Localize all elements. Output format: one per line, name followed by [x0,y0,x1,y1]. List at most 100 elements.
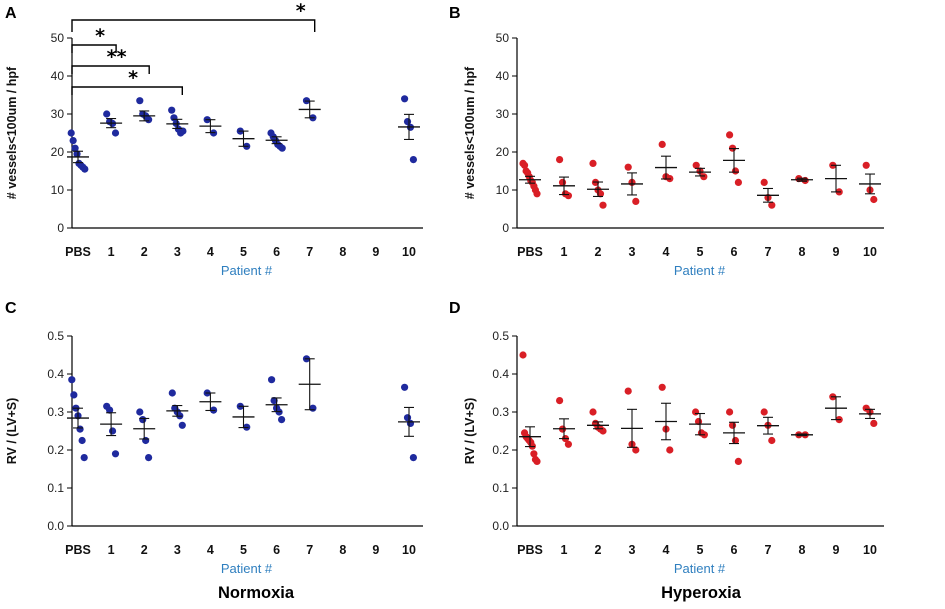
x-tick-label: 9 [833,543,840,557]
y-axis-label: RV / (LV+S) [5,398,19,465]
condition-label-normoxia: Normoxia [218,584,295,602]
y-tick-label: 40 [496,69,510,83]
x-tick-label: 3 [629,245,636,259]
data-point [870,419,878,427]
x-tick-label: 2 [141,245,148,259]
data-point [726,408,734,416]
y-tick-label: 0.1 [492,481,509,495]
y-tick-label: 0.5 [492,329,509,343]
x-tick-label: 8 [799,543,806,557]
x-tick-label: 1 [561,245,568,259]
data-point [69,137,77,145]
x-tick-label: 10 [402,245,416,259]
x-tick-label: 7 [765,543,772,557]
x-tick-label: 2 [141,543,148,557]
panel-label-d: D [449,300,461,317]
data-point [564,192,573,200]
panel-label-a: A [5,5,17,22]
data-point [401,383,409,391]
y-tick-label: 50 [496,31,510,45]
data-point [632,197,640,205]
data-point [692,161,700,169]
y-tick-label: 20 [51,145,65,159]
data-point [67,129,75,137]
y-tick-label: 20 [496,145,510,159]
data-point [145,454,153,462]
data-point [870,195,878,204]
data-point [658,383,666,391]
significance-bracket [71,65,150,74]
x-tick-label: PBS [65,543,91,557]
data-point [530,450,538,458]
x-tick-label: 6 [273,245,280,259]
y-tick-label: 0.1 [47,481,64,495]
x-tick-label: 3 [174,245,181,259]
data-point [68,376,76,384]
x-tick-label: 9 [372,245,379,259]
y-tick-label: 0 [502,221,509,235]
data-point [409,156,417,164]
y-tick-label: 10 [51,183,65,197]
x-axis-label: Patient # [221,263,273,278]
x-tick-label: 6 [273,543,280,557]
x-tick-label: 7 [306,543,313,557]
y-tick-label: 0.3 [47,405,64,419]
x-tick-label: 7 [306,245,313,259]
panel-d: D 0.0 0.1 0.2 0.3 0.4 0.5 RV / (LV+S) PBS 1 2 3 4 5 6 7… [449,300,884,576]
y-tick-label: 0.4 [492,367,509,381]
data-point [278,144,286,152]
data-point [139,416,147,424]
y-tick-label: 30 [496,107,510,121]
data-point [731,167,740,175]
data-point [760,408,768,416]
data-point [136,408,144,416]
x-tick-label: 3 [174,543,181,557]
data-point [111,129,120,137]
x-tick-label: 7 [765,245,772,259]
data-point [179,127,187,135]
y-tick-label: 0.0 [47,519,64,533]
data-point [624,387,632,395]
data-point [81,165,89,173]
data-point [862,161,870,169]
data-point [533,457,541,465]
data-point [406,419,415,427]
x-tick-label: 2 [595,543,602,557]
significance-stars: * [128,67,138,89]
significance-stars: * [296,0,306,22]
panel-a: A 0 10 20 30 40 50 # vessels<100um / hpf PBS 1 2 3 4… [5,0,423,278]
x-axis-label: Patient # [674,561,726,576]
x-tick-label: 8 [339,543,346,557]
data-point [145,116,153,124]
data-point [768,201,776,209]
x-tick-label: 10 [863,543,877,557]
data-point [103,110,111,118]
y-tick-label: 0.2 [492,443,509,457]
data-point [136,97,144,105]
data-point [278,416,286,424]
panel-label-b: B [449,5,461,22]
y-tick-label: 10 [496,183,510,197]
x-tick-label: 1 [561,543,568,557]
significance-bracket [71,86,183,95]
x-tick-label: 4 [663,543,670,557]
y-tick-label: 0.5 [47,329,64,343]
x-tick-label: 8 [799,245,806,259]
x-tick-label: 1 [108,543,115,557]
y-axis-label: # vessels<100um / hpf [463,66,477,199]
data-point [309,404,317,412]
data-point [268,376,276,384]
y-axis-label: # vessels<100um / hpf [5,66,19,199]
y-tick-label: 0.2 [47,443,64,457]
significance-bracket [71,44,117,53]
x-tick-label: 4 [207,245,214,259]
data-point [734,178,743,186]
x-tick-label: 5 [697,245,704,259]
x-tick-label: 5 [240,245,247,259]
significance-bracket [71,19,316,32]
x-tick-label: 1 [108,245,115,259]
x-tick-label: 6 [731,245,738,259]
data-point [70,391,78,399]
x-tick-label: 9 [833,245,840,259]
data-point [409,454,417,462]
